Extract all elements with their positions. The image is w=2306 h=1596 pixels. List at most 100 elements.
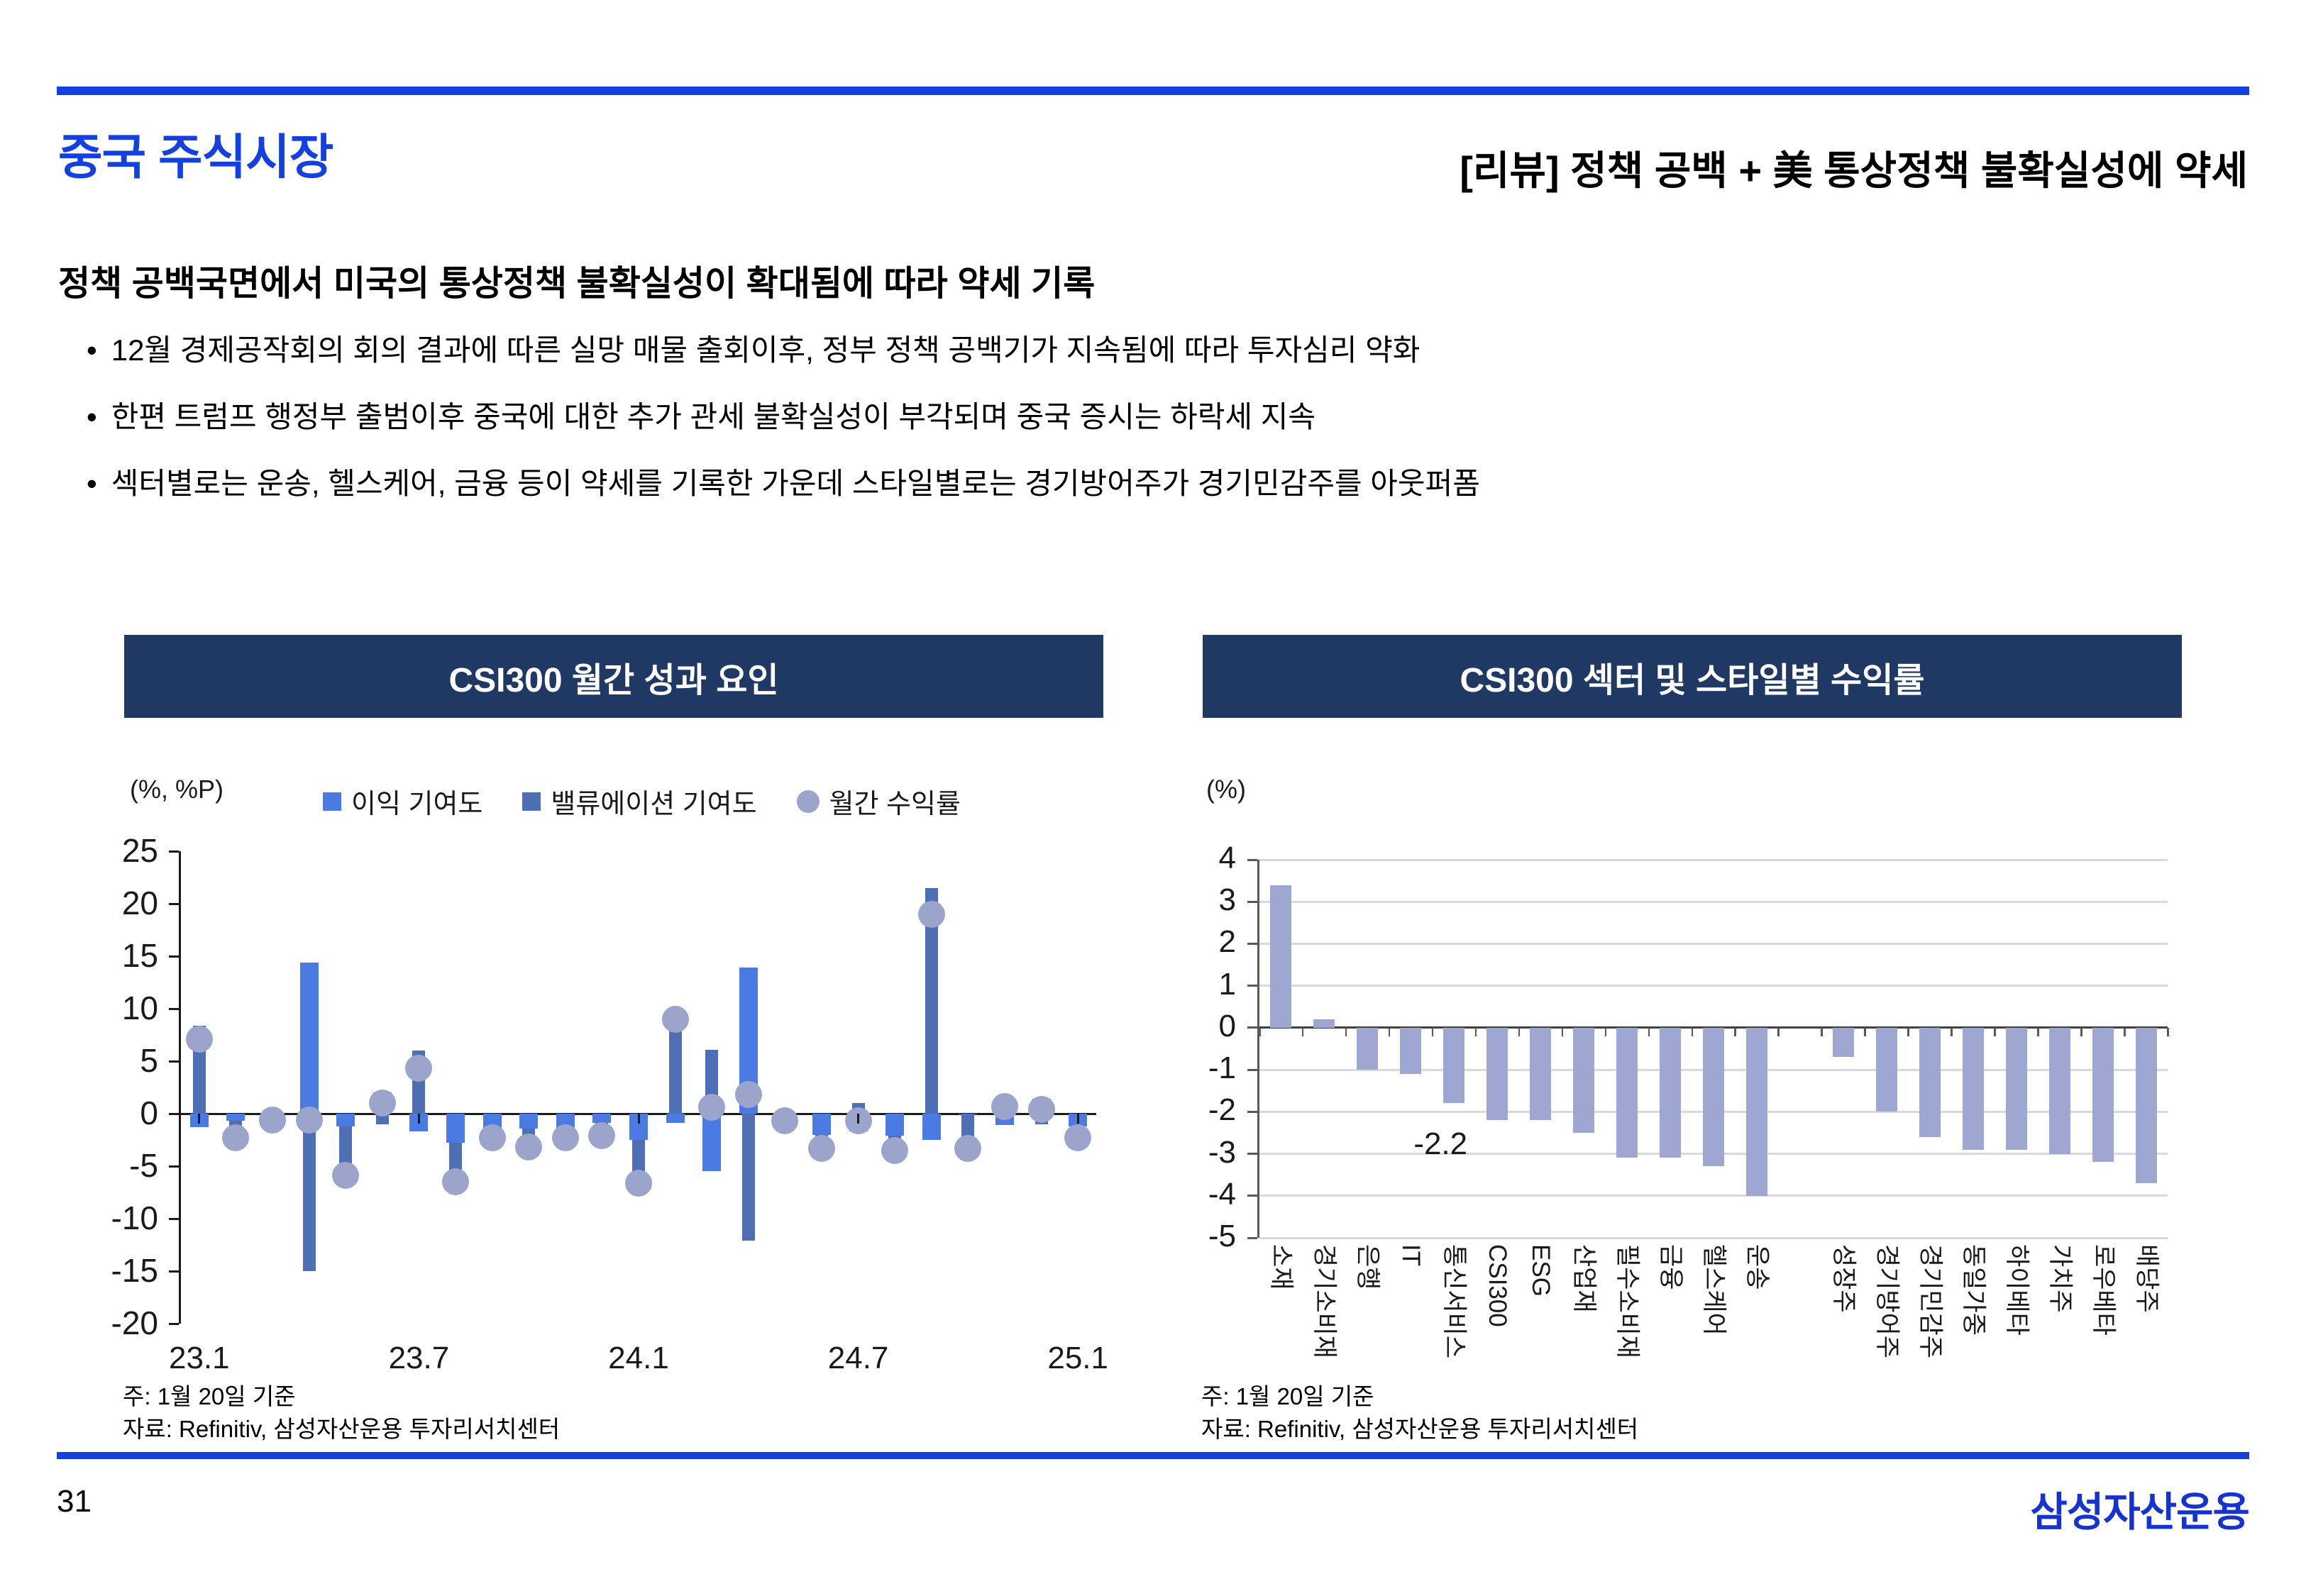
right-chart-y-tick-label: 4 bbox=[1218, 841, 1236, 875]
page-title: 중국 주식시장 bbox=[58, 131, 333, 184]
marker-monthly-return bbox=[698, 1094, 726, 1121]
right-chart-y-tick bbox=[1247, 1026, 1257, 1029]
right-chart-category-tick bbox=[1388, 1027, 1391, 1036]
right-chart-category-tick bbox=[1518, 1027, 1521, 1036]
legend-item-earnings: 이익 기여도 bbox=[323, 782, 482, 821]
left-chart-y-tick-label: 20 bbox=[121, 885, 158, 921]
right-chart-y-tick-label: 2 bbox=[1218, 924, 1236, 960]
marker-monthly-return bbox=[625, 1169, 652, 1197]
bar-sector-style-return bbox=[1875, 1027, 1897, 1112]
marker-monthly-return bbox=[661, 1005, 689, 1033]
bar-earnings-contribution bbox=[299, 962, 319, 1114]
bar-sector-style-return bbox=[1616, 1027, 1638, 1158]
bar-earnings-contribution bbox=[592, 1114, 612, 1124]
left-chart-y-tick-label: -10 bbox=[111, 1199, 158, 1236]
right-chart-category-tick bbox=[2037, 1027, 2039, 1036]
right-chart-category-tick bbox=[1821, 1027, 1823, 1036]
bar-earnings-contribution bbox=[336, 1114, 355, 1126]
left-chart-y-tick bbox=[169, 1270, 179, 1273]
right-chart-gridline bbox=[1259, 858, 2168, 861]
bar-sector-style-return bbox=[1703, 1027, 1724, 1167]
marker-monthly-return bbox=[515, 1134, 543, 1161]
bullet-item: 섹터별로는 운송, 헬스케어, 금융 등이 약세를 기록한 가운데 스타일별로는… bbox=[87, 464, 1480, 504]
note-line: 주: 1월 20일 기준 bbox=[1201, 1383, 1374, 1409]
right-chart-category-tick bbox=[1951, 1027, 1953, 1036]
left-chart-y-tick bbox=[169, 902, 179, 905]
left-chart-x-tick bbox=[637, 1114, 640, 1124]
legend-label: 밸류에이션 기여도 bbox=[551, 789, 757, 819]
bar-valuation-contribution bbox=[302, 1114, 316, 1271]
right-chart-category-tick bbox=[1734, 1027, 1736, 1036]
right-chart-y-tick bbox=[1247, 1110, 1257, 1113]
bar-sector-style-return bbox=[1530, 1027, 1552, 1121]
left-chart-y-tick-label: 25 bbox=[121, 832, 158, 869]
marker-monthly-return bbox=[808, 1134, 835, 1162]
left-chart-title: CSI300 월간 성과 요인 bbox=[124, 635, 1103, 718]
right-chart-category-tick bbox=[1474, 1027, 1477, 1036]
left-chart-unit-label: (%, %P) bbox=[130, 775, 224, 804]
marker-monthly-return bbox=[551, 1124, 579, 1152]
bar-sector-style-return bbox=[2048, 1027, 2070, 1154]
right-chart-x-label: ESG bbox=[1527, 1244, 1555, 1297]
right-chart-x-label: 필수소비재 bbox=[1613, 1244, 1642, 1359]
bar-earnings-contribution bbox=[922, 1114, 941, 1140]
left-chart-y-tick-label: 5 bbox=[140, 1042, 158, 1079]
right-chart-x-label: 산업재 bbox=[1570, 1244, 1599, 1313]
right-chart-y-tick-label: 0 bbox=[1218, 1008, 1236, 1043]
marker-monthly-return bbox=[734, 1081, 762, 1109]
right-chart-y-tick bbox=[1247, 985, 1257, 987]
bullet-item: 한편 트럼프 행정부 출범이후 중국에 대한 추가 관세 불확실성이 부각되며 … bbox=[87, 397, 1480, 437]
bar-valuation-contribution bbox=[925, 887, 938, 1114]
left-chart-y-tick bbox=[169, 850, 179, 853]
lead-statement: 정책 공백국면에서 미국의 통상정책 불확실성이 확대됨에 따라 약세 기록 bbox=[58, 265, 1096, 303]
left-chart-y-tick-label: -5 bbox=[129, 1147, 158, 1184]
legend-label: 이익 기여도 bbox=[351, 789, 483, 819]
bar-sector-style-return bbox=[1400, 1027, 1422, 1075]
bar-sector-style-return bbox=[1443, 1027, 1465, 1104]
right-chart-category-tick bbox=[1345, 1027, 1347, 1036]
bar-valuation-contribution bbox=[668, 1009, 682, 1114]
right-chart-notes: 주: 1월 20일 기준 자료: Refinitiv, 삼성자산운용 투자리서치… bbox=[1201, 1380, 1638, 1446]
csi300-data-label: -2.2 bbox=[1413, 1126, 1468, 1161]
marker-monthly-return bbox=[588, 1122, 616, 1150]
right-chart-x-label: 성장주 bbox=[1829, 1244, 1858, 1313]
samsung-asset-management-logo: 삼성자산운용 bbox=[2030, 1490, 2250, 1535]
left-chart-legend: 이익 기여도 밸류에이션 기여도 월간 수익률 bbox=[323, 782, 961, 821]
left-chart-x-tick bbox=[198, 1114, 201, 1124]
left-chart-y-tick bbox=[169, 1007, 179, 1010]
right-chart-y-tick bbox=[1247, 858, 1257, 861]
right-chart-gridline bbox=[1259, 985, 2168, 987]
bar-sector-style-return bbox=[2005, 1027, 2027, 1150]
marker-monthly-return bbox=[954, 1134, 982, 1162]
right-chart-gridline bbox=[1259, 900, 2168, 903]
left-chart-y-tick-label: 0 bbox=[140, 1095, 158, 1131]
right-chart-x-label: 하이베타 bbox=[2002, 1244, 2031, 1336]
right-chart-x-label: 경기소비재 bbox=[1311, 1244, 1339, 1359]
marker-monthly-return bbox=[259, 1106, 286, 1134]
left-chart-y-tick bbox=[169, 1060, 179, 1063]
right-chart-y-tick-label: -1 bbox=[1208, 1051, 1236, 1086]
bar-sector-style-return bbox=[1660, 1027, 1682, 1158]
right-chart-category-tick bbox=[2167, 1027, 2169, 1036]
bar-sector-style-return bbox=[1486, 1027, 1508, 1121]
right-chart-category-tick bbox=[1301, 1027, 1304, 1036]
legend-item-return: 월간 수익률 bbox=[796, 782, 961, 821]
marker-monthly-return bbox=[442, 1168, 469, 1196]
right-chart-y-tick bbox=[1247, 1195, 1257, 1197]
right-chart-category-tick bbox=[1864, 1027, 1866, 1036]
marker-monthly-return bbox=[478, 1124, 506, 1152]
bar-earnings-contribution bbox=[702, 1114, 722, 1172]
left-chart-x-tick-label: 24.7 bbox=[827, 1341, 889, 1375]
marker-monthly-return bbox=[881, 1136, 909, 1164]
marker-monthly-return bbox=[917, 900, 945, 928]
legend-item-valuation: 밸류에이션 기여도 bbox=[522, 782, 757, 821]
right-chart-y-tick-label: -3 bbox=[1208, 1134, 1236, 1170]
top-divider-rule bbox=[57, 87, 2249, 95]
right-chart-y-tick bbox=[1247, 900, 1257, 903]
right-chart-x-label: CSI300 bbox=[1484, 1244, 1512, 1327]
earnings-swatch-icon bbox=[323, 792, 341, 811]
right-chart-x-label: 동일가중 bbox=[1959, 1244, 1987, 1336]
right-chart-x-label: 금융 bbox=[1657, 1244, 1685, 1290]
bar-sector-style-return bbox=[1832, 1027, 1854, 1058]
